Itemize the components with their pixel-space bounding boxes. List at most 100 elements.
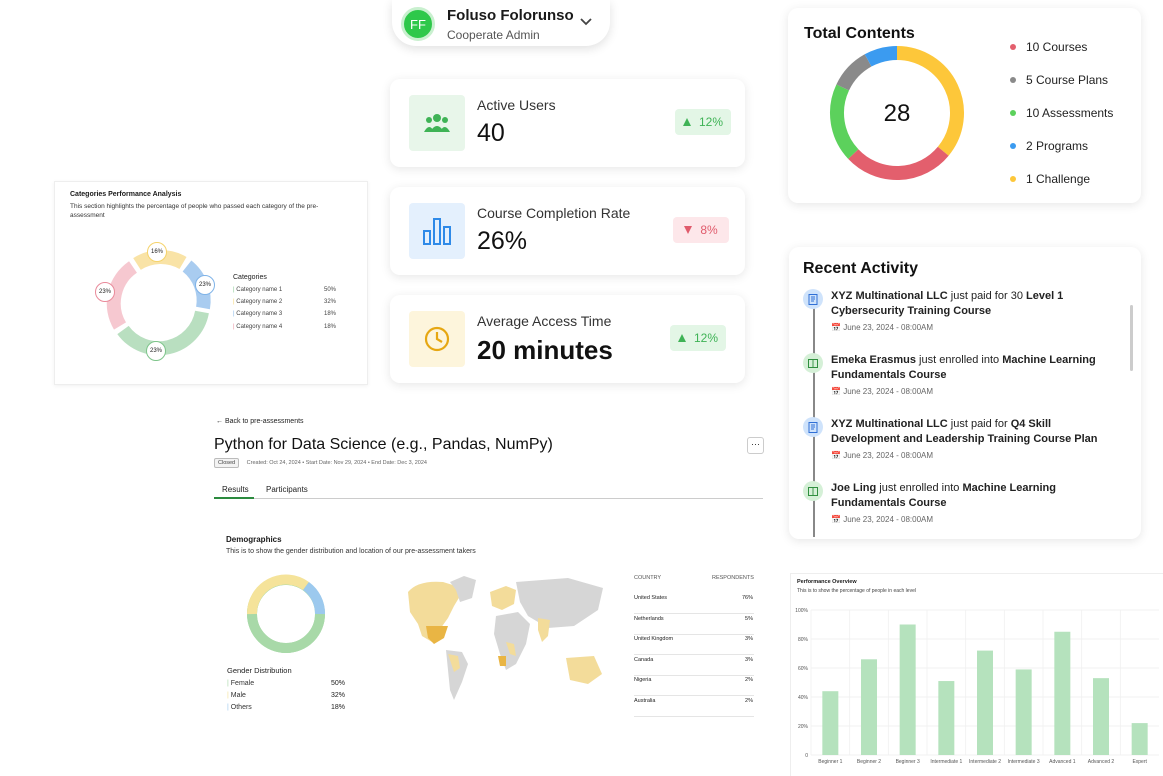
table-row: Australia 2% bbox=[634, 697, 754, 717]
legend-item: 2 Programs bbox=[1010, 139, 1088, 153]
trend-up-icon bbox=[677, 334, 686, 342]
trend-down-icon bbox=[684, 226, 693, 234]
table-row: United Kingdom 3% bbox=[634, 635, 754, 656]
card-title: Total Contents bbox=[804, 25, 915, 42]
gender-item: | Male bbox=[227, 692, 246, 699]
start-date: Start Date: Nov 29, 2024 bbox=[305, 460, 367, 466]
gender-title: Gender Distribution bbox=[227, 666, 292, 675]
legend-item: 10 Assessments bbox=[1010, 106, 1113, 120]
y-tick-label: 0 bbox=[805, 753, 808, 759]
ring-label: 23% bbox=[95, 282, 115, 302]
status-badge: Closed bbox=[214, 458, 240, 468]
users-icon bbox=[409, 95, 465, 151]
country-header: COUNTRY bbox=[634, 575, 662, 581]
legend-value: 32% bbox=[324, 299, 337, 305]
card-title: Recent Activity bbox=[803, 260, 918, 277]
tab-participants[interactable]: Participants bbox=[266, 485, 308, 494]
user-menu[interactable]: FF Foluso Folorunso Cooperate Admin bbox=[392, 0, 610, 46]
table-row: Nigeria 2% bbox=[634, 676, 754, 697]
donut-center-value: 28 bbox=[884, 100, 911, 127]
country-name: Canada bbox=[634, 656, 654, 663]
legend-item: | Category name 4 bbox=[233, 324, 283, 330]
activity-date: 📅 June 23, 2024 - 08:00AM bbox=[831, 515, 934, 524]
bar-chart-icon bbox=[409, 203, 465, 259]
section-description: This is to show the gender distribution … bbox=[226, 548, 476, 555]
y-tick-label: 60% bbox=[798, 666, 809, 672]
gender-value: 50% bbox=[331, 680, 346, 687]
legend-item: | Category name 1 bbox=[233, 287, 283, 293]
legend-item: 10 Courses bbox=[1010, 40, 1087, 54]
country-value: 2% bbox=[745, 698, 753, 704]
activity-text: Joe Ling just enrolled into Machine Lear… bbox=[831, 482, 1056, 509]
bar bbox=[1054, 631, 1071, 755]
trend-up-icon bbox=[682, 118, 691, 126]
legend-item: | Category name 3 bbox=[233, 311, 283, 317]
x-tick-label: Intermediate 2 bbox=[969, 759, 1001, 765]
gender-donut bbox=[246, 574, 325, 653]
donut-segment bbox=[896, 46, 964, 156]
bar bbox=[1131, 723, 1148, 755]
tab-divider bbox=[214, 498, 763, 499]
country-name: Nigeria bbox=[634, 677, 652, 684]
ring-label: 23% bbox=[195, 275, 215, 295]
bar bbox=[822, 691, 839, 755]
created-date: Created: Oct 24, 2024 bbox=[246, 460, 301, 466]
country-name: United Kingdom bbox=[634, 636, 674, 643]
book-icon bbox=[803, 353, 823, 373]
x-tick-label: Beginner 2 bbox=[857, 759, 881, 765]
book-icon bbox=[803, 481, 823, 501]
bar bbox=[1093, 678, 1109, 755]
more-options-button[interactable]: ··· bbox=[747, 437, 764, 454]
total-contents-donut: 28 bbox=[830, 46, 964, 180]
country-name: United States bbox=[634, 595, 668, 601]
legend-item: 5 Course Plans bbox=[1010, 73, 1108, 87]
donut-segment bbox=[864, 46, 898, 67]
panel-description: This section highlights the percentage o… bbox=[70, 203, 319, 219]
legend-dot bbox=[1010, 142, 1016, 149]
bar bbox=[977, 650, 993, 755]
activity-text: XYZ Multinational LLC just paid for 30 L… bbox=[831, 290, 1064, 317]
assessment-meta: Closed Created: Oct 24, 2024 • Start Dat… bbox=[214, 458, 427, 468]
y-tick-label: 100% bbox=[795, 608, 808, 614]
chevron-down-icon[interactable] bbox=[579, 14, 593, 28]
recent-activity-card: Recent Activity XYZ Multinational LLC ju… bbox=[789, 247, 1141, 539]
country-value: 3% bbox=[745, 636, 753, 643]
scrollbar[interactable] bbox=[1130, 305, 1133, 371]
legend-item: | Category name 2 bbox=[233, 299, 283, 305]
bar bbox=[938, 681, 955, 755]
bar bbox=[1015, 669, 1032, 755]
gender-item: | Others bbox=[227, 704, 252, 711]
country-value: 3% bbox=[745, 656, 753, 663]
receipt-icon bbox=[803, 417, 823, 437]
stat-value: 40 bbox=[477, 119, 505, 147]
change-value: 12% bbox=[693, 331, 719, 345]
performance-overview-panel: Performance Overview This is to show the… bbox=[790, 573, 1163, 776]
country-value: 2% bbox=[745, 677, 753, 684]
x-tick-label: Advanced 1 bbox=[1049, 759, 1076, 765]
legend-value: 18% bbox=[324, 324, 337, 330]
change-badge: 8% bbox=[673, 217, 729, 243]
activity-text: Emeka Erasmus just enrolled into Machine… bbox=[831, 354, 1096, 381]
user-name: Foluso Folorunso bbox=[447, 7, 574, 24]
chart-subtitle: This is to show the percentage of people… bbox=[797, 588, 916, 594]
stat-label: Active Users bbox=[477, 97, 556, 113]
donut-segment bbox=[836, 54, 872, 91]
tab-active-indicator bbox=[214, 497, 254, 499]
gender-value: 32% bbox=[331, 692, 346, 699]
gender-item: | Female bbox=[227, 680, 255, 687]
activity-date: 📅 June 23, 2024 - 08:00AM bbox=[831, 323, 934, 332]
change-value: 8% bbox=[700, 223, 718, 237]
back-link[interactable]: ← Back to pre-assessments bbox=[216, 418, 304, 425]
table-row: Netherlands 5% bbox=[634, 615, 754, 635]
y-tick-label: 20% bbox=[798, 724, 809, 730]
ring-label: 16% bbox=[147, 242, 167, 262]
donut-segment bbox=[848, 146, 949, 180]
legend-value: 18% bbox=[324, 311, 337, 317]
performance-bar-chart: 0 20% 40% 60% 80% 100% Beginner 1 Beginner 2 Beg… bbox=[795, 608, 1159, 765]
activity-date: 📅 June 23, 2024 - 08:00AM bbox=[831, 451, 934, 460]
world-map bbox=[408, 576, 603, 700]
x-tick-label: Expert bbox=[1132, 759, 1147, 765]
y-tick-label: 80% bbox=[798, 637, 809, 643]
tab-results[interactable]: Results bbox=[222, 485, 249, 494]
x-tick-label: Intermediate 1 bbox=[930, 759, 962, 765]
